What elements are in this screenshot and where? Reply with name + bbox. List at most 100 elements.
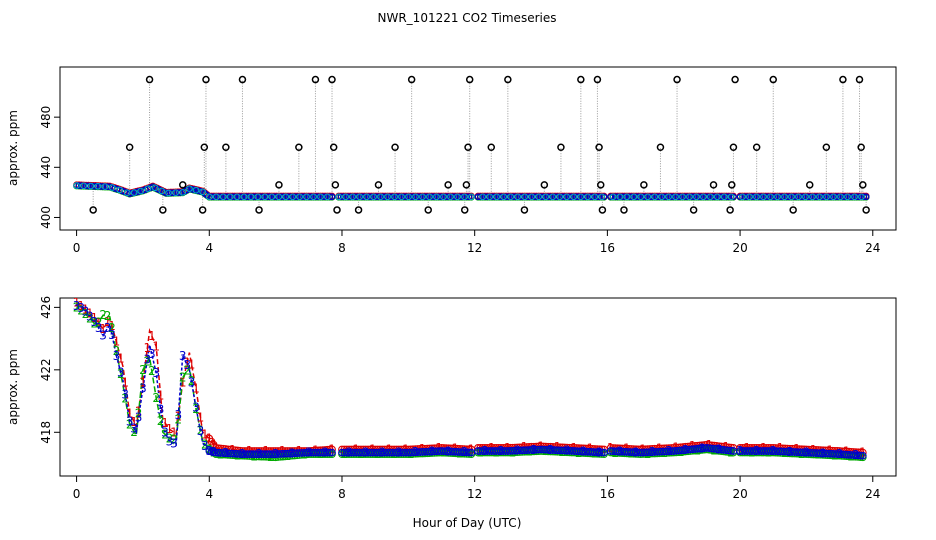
series-marker: 1 [152, 339, 160, 353]
series-marker: 1 [139, 375, 147, 389]
series-marker: 3 [161, 425, 169, 439]
baseline-point [844, 193, 851, 201]
baseline-point [169, 189, 177, 197]
series-point [231, 449, 240, 458]
baseline-point [516, 193, 524, 201]
baseline-point [468, 193, 475, 201]
baseline-point [291, 193, 299, 201]
bottom-y-tick-label: 426 [39, 296, 53, 319]
baseline-point [762, 193, 770, 201]
baseline-point [358, 193, 366, 201]
baseline-point [655, 193, 663, 201]
baseline-point [391, 193, 398, 201]
series-marker: 2 [197, 424, 205, 438]
series-point [688, 445, 697, 454]
baseline-point [862, 193, 870, 201]
baseline-point [440, 193, 447, 201]
series-marker: 3 [852, 448, 860, 462]
baseline-point [298, 193, 306, 201]
spike-point [504, 75, 512, 84]
spike-point [328, 75, 336, 84]
top-x-tick-label: 24 [865, 241, 880, 255]
baseline-point [151, 184, 159, 192]
series-marker: 1 [197, 411, 205, 425]
baseline-point [591, 193, 599, 201]
baseline-point [384, 193, 391, 201]
spike-point [444, 181, 452, 189]
figure-title: NWR_101221 CO2 Timeseries [378, 11, 557, 25]
baseline-point [442, 193, 450, 201]
baseline-point [328, 193, 336, 201]
top-y-tick-label: 480 [39, 106, 53, 129]
baseline-point [623, 193, 631, 201]
baseline-point [651, 193, 659, 201]
baseline-point [837, 193, 844, 201]
series-marker: 2 [170, 433, 178, 447]
top-axes: 0 4 8 12 16 20 24 400 440 480 [39, 106, 880, 255]
series-marker: 3 [445, 444, 453, 458]
series-marker: 2 [77, 303, 85, 317]
baseline-point [795, 193, 802, 201]
series-point [224, 449, 232, 458]
series-marker: 1 [135, 404, 143, 418]
series-point [854, 451, 863, 460]
series-marker: 3 [288, 446, 296, 460]
top-x-tick-label: 12 [467, 241, 482, 255]
series-marker: 3 [819, 446, 827, 460]
series-marker: 1 [188, 358, 196, 372]
baseline-point [293, 193, 301, 201]
series-marker: 3 [77, 301, 85, 315]
baseline-point [727, 193, 735, 201]
series-marker: 3 [514, 444, 522, 458]
baseline-point [108, 184, 116, 191]
bottom-x-tick-label: 8 [338, 487, 346, 501]
baseline-point [229, 193, 236, 201]
series-marker: 3 [272, 447, 280, 461]
spike-point [769, 75, 778, 84]
baseline-point [570, 193, 578, 201]
series-marker: 1 [82, 302, 90, 316]
baseline-point [514, 193, 521, 201]
spike-point [595, 143, 603, 151]
series-marker: 3 [113, 349, 121, 363]
bottom-x-tick-label: 20 [732, 487, 747, 501]
baseline-point [704, 193, 712, 201]
series-marker: 3 [715, 442, 723, 456]
series-marker: 3 [95, 321, 103, 335]
baseline-point [551, 193, 559, 201]
baseline-point [374, 193, 382, 201]
baseline-point [314, 193, 322, 201]
series-marker: 1 [148, 329, 156, 343]
baseline-point [398, 193, 405, 201]
bottom-y-axis-label: approx. ppm [6, 349, 20, 425]
series-marker: 3 [205, 444, 213, 458]
baseline-point [101, 183, 109, 190]
baseline-point [820, 193, 828, 201]
spike-point [709, 181, 718, 189]
baseline-point [488, 193, 496, 201]
baseline-point [584, 193, 592, 201]
baseline-point [379, 193, 387, 201]
top-y-tick-label: 400 [39, 206, 53, 229]
baseline-point [231, 193, 239, 201]
series-marker: 3 [632, 445, 640, 459]
baseline-point [416, 193, 424, 201]
baseline-point [349, 193, 356, 201]
baseline-point [167, 189, 175, 197]
baseline-point [764, 193, 772, 201]
baseline-point [625, 193, 633, 201]
series-point [295, 451, 304, 459]
baseline-point [716, 193, 723, 201]
baseline-point [99, 183, 107, 190]
baseline-point [518, 193, 526, 201]
baseline-point [839, 193, 847, 201]
baseline-point [662, 193, 670, 201]
baseline-point [421, 193, 429, 201]
baseline-point [688, 193, 696, 201]
baseline-point [750, 193, 758, 201]
baseline-point [176, 189, 184, 196]
x-axis-label: Hour of Day (UTC) [413, 516, 522, 530]
baseline-point [700, 193, 707, 201]
baseline-point [342, 193, 349, 201]
baseline-point [539, 193, 547, 201]
